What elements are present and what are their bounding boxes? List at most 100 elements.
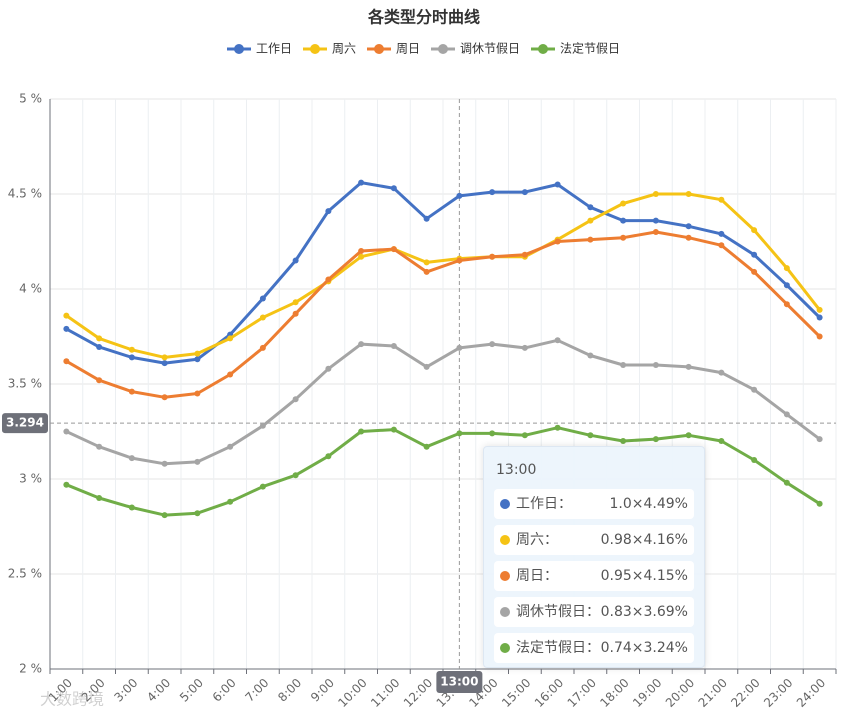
legend-item: 周六 [303, 42, 356, 56]
y-tick-label: 4 % [19, 282, 42, 296]
data-point [423, 259, 430, 266]
x-tick-label: 22:00 [728, 676, 762, 710]
x-tick-label: 19:00 [630, 676, 664, 710]
series-line [65, 192, 821, 359]
data-point [227, 335, 234, 342]
y-tick-label: 3 % [19, 472, 42, 486]
data-point [390, 343, 397, 349]
series-line [65, 181, 821, 365]
data-point [227, 498, 234, 505]
tooltip: 13:00 工作日： 1.0×4.49% 周六： 0.98×4.16% 周日： 0.95×… [483, 446, 705, 668]
tooltip-title: 13:00 [496, 462, 537, 478]
data-point [259, 295, 266, 302]
y-tick-label: 4.5 % [8, 187, 42, 201]
data-point [718, 230, 725, 237]
data-point [390, 185, 397, 192]
data-point [423, 443, 430, 450]
tooltip-label: 法定节假日： [516, 640, 600, 656]
tooltip-marker [500, 499, 510, 509]
legend-item: 法定节假日 [531, 41, 620, 56]
legend-item: 调休节假日 [431, 42, 520, 56]
data-point [652, 217, 659, 224]
x-tick-label: 15:00 [499, 676, 533, 710]
data-point [718, 438, 725, 444]
data-point [456, 344, 463, 351]
watermark: 大数跨境 [40, 690, 104, 709]
x-tick-label: 7:00 [243, 676, 272, 705]
data-point [358, 341, 365, 348]
data-point [128, 388, 135, 395]
data-point [751, 268, 758, 275]
data-point [489, 430, 496, 437]
tooltip-row: 调休节假日： 0.83×3.69% [494, 597, 694, 627]
data-point [227, 371, 234, 378]
data-point [652, 191, 659, 197]
data-point [685, 234, 692, 241]
data-point [63, 481, 70, 488]
data-point [259, 422, 266, 429]
x-tick-label: 3:00 [112, 676, 141, 705]
tooltip-marker [500, 607, 510, 617]
data-point [161, 394, 168, 401]
legend-label: 调休节假日 [460, 42, 520, 56]
data-point [259, 483, 266, 490]
data-point [816, 500, 823, 507]
data-point [685, 363, 692, 370]
pointer-label-text: 13:00 [440, 675, 478, 689]
x-tick-label: 8:00 [275, 676, 304, 705]
axis-pointer-y-label: 3.294 [2, 413, 48, 434]
data-point [685, 191, 692, 197]
data-point [587, 204, 594, 211]
data-point [652, 229, 659, 235]
tooltip-value: 0.74×3.24% [600, 640, 688, 656]
tooltip-value: 1.0×4.49% [609, 496, 688, 512]
data-point [96, 495, 103, 501]
data-point [325, 453, 332, 460]
x-tick-label: 17:00 [565, 676, 599, 710]
data-point [423, 268, 430, 275]
data-point [325, 276, 332, 283]
tooltip-marker [500, 535, 510, 545]
tooltip-value: 0.83×3.69% [600, 604, 688, 620]
x-tick-label: 24:00 [794, 676, 828, 710]
data-point [587, 217, 594, 224]
data-point [456, 192, 463, 199]
legend-marker [374, 44, 384, 54]
data-point [718, 196, 725, 203]
data-point [783, 411, 790, 418]
x-tick-label: 23:00 [761, 676, 795, 710]
data-point [620, 362, 627, 368]
data-point [816, 306, 823, 313]
legend-marker [438, 44, 448, 54]
data-point [358, 253, 365, 260]
data-point [128, 346, 135, 353]
data-point [783, 479, 790, 486]
tooltip-value: 0.95×4.15% [600, 568, 688, 584]
tooltip-marker [500, 643, 510, 653]
data-point [521, 432, 528, 439]
data-point [783, 282, 790, 289]
x-tick-label: 6:00 [210, 676, 239, 705]
data-point [292, 472, 299, 479]
data-point [63, 428, 70, 435]
data-point [161, 354, 168, 361]
data-point [587, 432, 594, 439]
data-point [783, 265, 790, 272]
data-point [751, 386, 758, 393]
data-point [554, 424, 561, 431]
series-line [65, 338, 821, 466]
tooltip-value: 0.98×4.16% [600, 532, 688, 548]
data-point [128, 354, 135, 361]
data-point [390, 246, 397, 253]
data-point [358, 428, 365, 435]
data-point [751, 251, 758, 258]
data-point [423, 363, 430, 370]
legend-item: 工作日 [227, 42, 292, 56]
data-point [292, 299, 299, 306]
tooltip-label: 调休节假日： [516, 604, 600, 620]
x-tick-label: 5:00 [177, 676, 206, 705]
data-point [161, 460, 168, 467]
data-point [489, 189, 496, 196]
data-point [652, 362, 659, 368]
